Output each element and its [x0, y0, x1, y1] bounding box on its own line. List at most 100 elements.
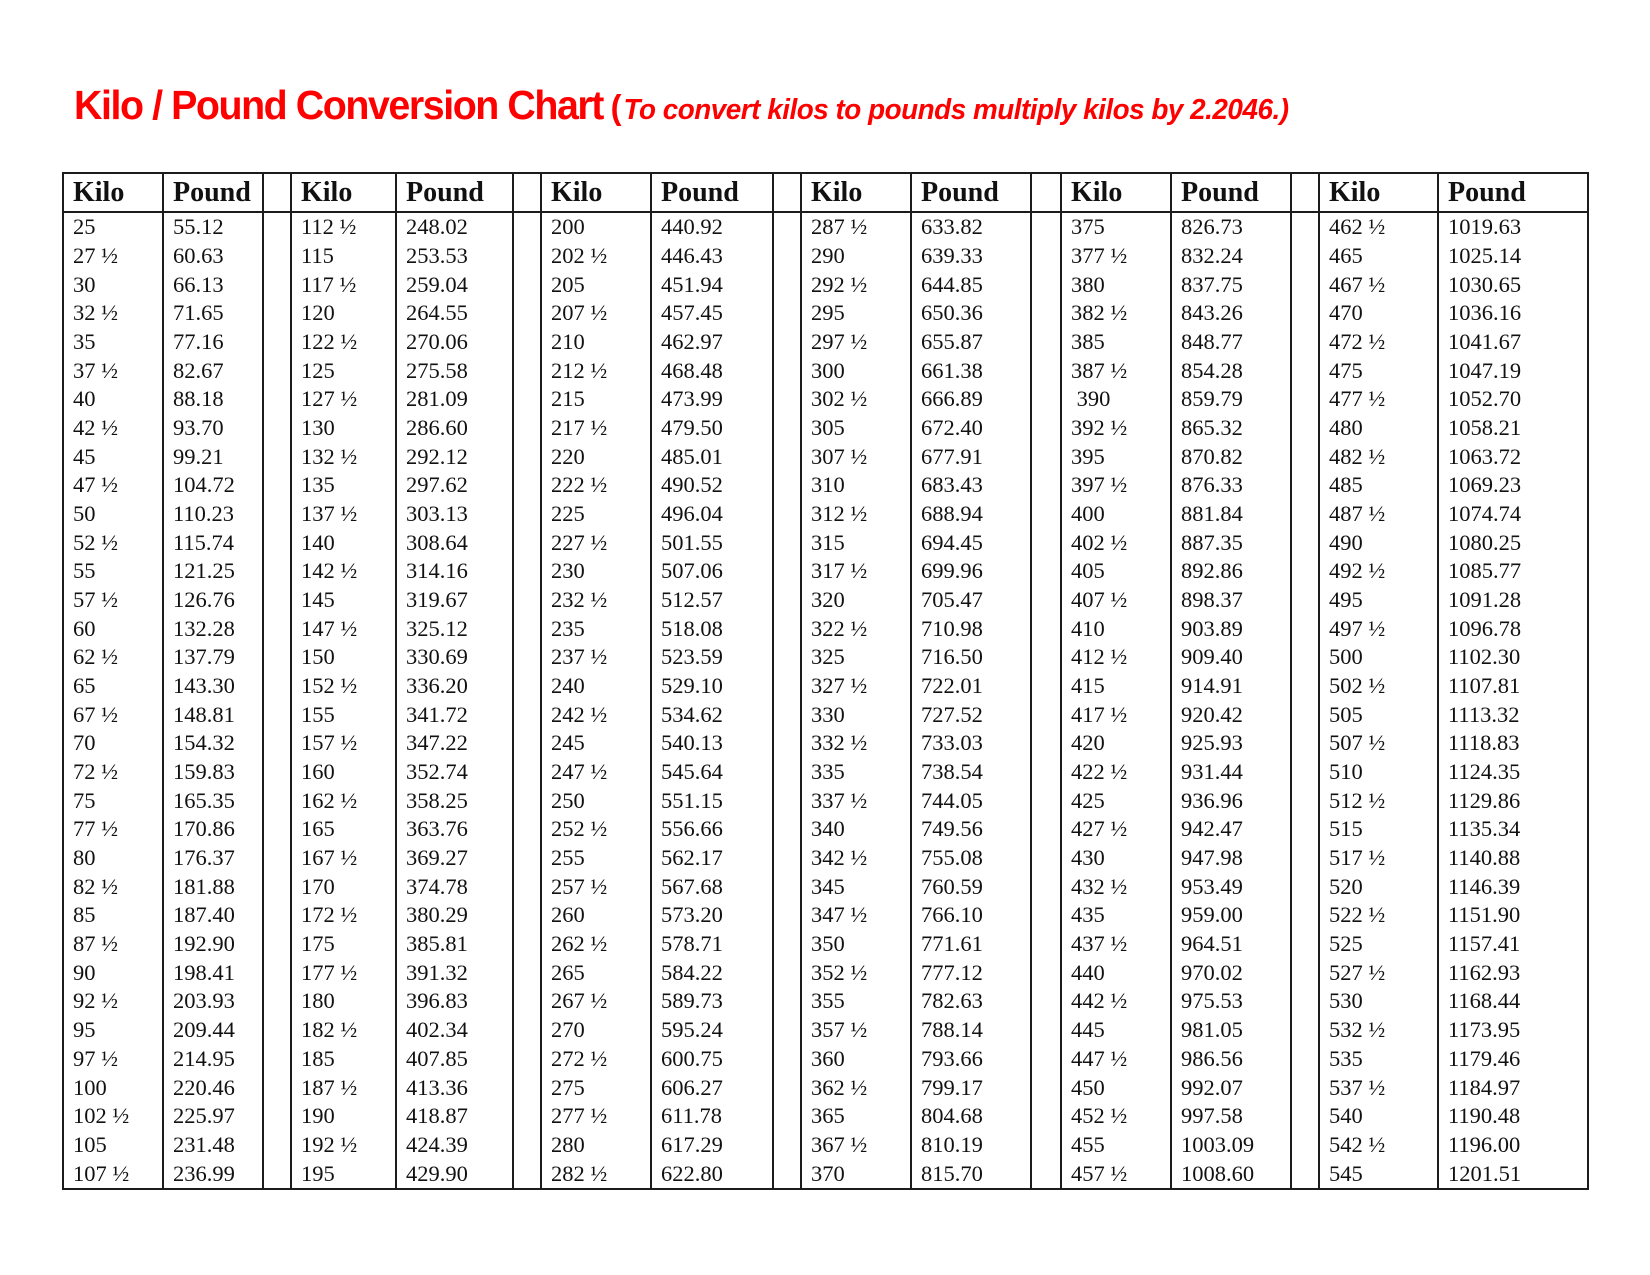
column-separator — [1030, 299, 1062, 328]
kilo-cell: 340 — [800, 815, 912, 844]
kilo-cell: 397 ½ — [1060, 471, 1172, 500]
kilo-cell: 65 — [62, 671, 164, 701]
pound-cell: 672.40 — [910, 413, 1032, 443]
kilo-cell: 177 ½ — [290, 958, 397, 988]
kilo-cell: 510 — [1318, 757, 1439, 787]
pound-cell: 617.29 — [650, 1130, 774, 1160]
table-row: 42 ½ 93.70 130 286.60 217 ½ 479.50 305 672.40 39… — [62, 413, 1589, 443]
pound-cell: 953.49 — [1170, 872, 1292, 902]
pound-cell: 666.89 — [910, 385, 1032, 414]
column-separator — [772, 1044, 802, 1074]
column-separator — [512, 1101, 542, 1131]
column-separator — [1290, 471, 1320, 500]
pound-cell: 1030.65 — [1437, 270, 1589, 300]
column-separator — [512, 872, 542, 902]
column-separator — [1030, 528, 1062, 558]
pound-cell: 876.33 — [1170, 471, 1292, 500]
kilo-cell: 310 — [800, 471, 912, 500]
kilo-cell: 517 ½ — [1318, 843, 1439, 873]
kilo-cell: 245 — [540, 729, 652, 758]
column-separator — [1030, 729, 1062, 758]
column-separator — [512, 442, 542, 472]
table-row: 90 198.41 177 ½ 391.32 265 584.22 352 ½ 777.12 4… — [62, 958, 1589, 988]
kilo-cell: 520 — [1318, 872, 1439, 902]
column-separator — [772, 557, 802, 586]
pound-cell: 358.25 — [395, 786, 514, 816]
kilo-cell: 120 — [290, 299, 397, 328]
pound-cell: 683.43 — [910, 471, 1032, 500]
pound-cell: 462.97 — [650, 327, 774, 357]
pound-cell: 99.21 — [162, 442, 264, 472]
pound-column-header: Pound — [1170, 173, 1292, 213]
column-separator — [772, 1130, 802, 1160]
pound-cell: 490.52 — [650, 471, 774, 500]
pound-cell: 236.99 — [162, 1159, 264, 1189]
pound-cell: 611.78 — [650, 1101, 774, 1131]
column-separator — [512, 1044, 542, 1074]
column-separator — [1030, 270, 1062, 300]
table-row: 102 ½ 225.97 190 418.87 277 ½ 611.78 365 804.68… — [62, 1101, 1589, 1131]
kilo-cell: 125 — [290, 356, 397, 386]
pound-cell: 1190.48 — [1437, 1101, 1589, 1131]
kilo-cell: 260 — [540, 901, 652, 930]
kilo-cell: 130 — [290, 413, 397, 443]
kilo-cell: 350 — [800, 929, 912, 959]
kilo-cell: 532 ½ — [1318, 1015, 1439, 1045]
column-separator — [1030, 643, 1062, 672]
kilo-cell: 425 — [1060, 786, 1172, 816]
pound-cell: 534.62 — [650, 700, 774, 730]
kilo-cell: 247 ½ — [540, 757, 652, 787]
column-separator — [1030, 1101, 1062, 1131]
kilo-cell: 27 ½ — [62, 241, 164, 271]
column-separator — [1030, 1073, 1062, 1102]
column-separator — [262, 499, 292, 529]
pound-cell: 738.54 — [910, 757, 1032, 787]
kilo-cell: 137 ½ — [290, 499, 397, 529]
pound-cell: 418.87 — [395, 1101, 514, 1131]
pound-cell: 1036.16 — [1437, 299, 1589, 328]
pound-cell: 925.93 — [1170, 729, 1292, 758]
kilo-cell: 235 — [540, 614, 652, 644]
pound-cell: 705.47 — [910, 585, 1032, 615]
column-separator — [1290, 958, 1320, 988]
kilo-cell: 147 ½ — [290, 614, 397, 644]
kilo-cell: 415 — [1060, 671, 1172, 701]
column-separator — [262, 413, 292, 443]
pound-cell: 1124.35 — [1437, 757, 1589, 787]
column-separator — [1290, 872, 1320, 902]
pound-cell: 297.62 — [395, 471, 514, 500]
column-separator — [262, 356, 292, 386]
pound-cell: 898.37 — [1170, 585, 1292, 615]
table-row: 87 ½ 192.90 175 385.81 262 ½ 578.71 350 771.61 4… — [62, 929, 1589, 959]
table-row: 45 99.21 132 ½ 292.12 220 485.01 307 ½ 677.91 39… — [62, 442, 1589, 472]
pound-cell: 677.91 — [910, 442, 1032, 472]
column-separator — [1290, 786, 1320, 816]
column-separator — [1030, 173, 1062, 213]
pound-cell: 1184.97 — [1437, 1073, 1589, 1102]
kilo-cell: 257 ½ — [540, 872, 652, 902]
column-separator — [512, 299, 542, 328]
pound-cell: 578.71 — [650, 929, 774, 959]
column-separator — [512, 843, 542, 873]
kilo-cell: 115 — [290, 241, 397, 271]
table-row: 47 ½ 104.72 135 297.62 222 ½ 490.52 310 683.43 3… — [62, 471, 1589, 500]
column-separator — [262, 557, 292, 586]
kilo-cell: 215 — [540, 385, 652, 414]
kilo-cell: 75 — [62, 786, 164, 816]
pound-cell: 523.59 — [650, 643, 774, 672]
column-separator — [1030, 901, 1062, 930]
kilo-cell: 242 ½ — [540, 700, 652, 730]
kilo-cell: 167 ½ — [290, 843, 397, 873]
pound-cell: 198.41 — [162, 958, 264, 988]
pound-cell: 336.20 — [395, 671, 514, 701]
column-separator — [772, 671, 802, 701]
kilo-cell: 512 ½ — [1318, 786, 1439, 816]
kilo-column-header: Kilo — [540, 173, 652, 213]
pound-cell: 203.93 — [162, 987, 264, 1016]
pound-cell: 832.24 — [1170, 241, 1292, 271]
pound-cell: 1019.63 — [1437, 212, 1589, 242]
pound-cell: 275.58 — [395, 356, 514, 386]
column-separator — [1290, 1044, 1320, 1074]
kilo-cell: 325 — [800, 643, 912, 672]
pound-cell: 148.81 — [162, 700, 264, 730]
